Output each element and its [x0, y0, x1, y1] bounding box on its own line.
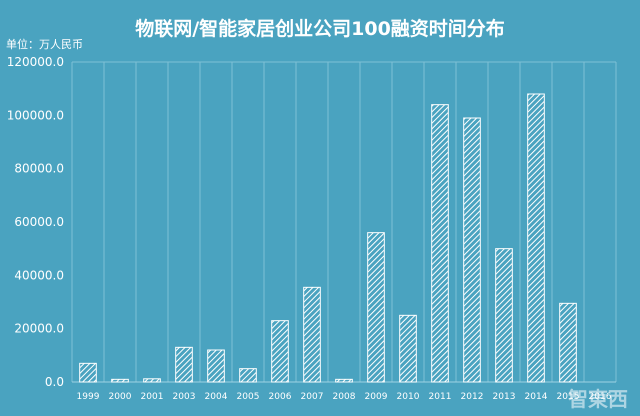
y-tick-label: 0.0 [45, 375, 64, 389]
chart-title: 物联网/智能家居创业公司100融资时间分布 [135, 18, 505, 40]
x-tick-label: 2004 [205, 392, 228, 402]
bar-2006 [271, 320, 289, 383]
bar-2011 [431, 104, 449, 383]
y-tick-label: 100000.0 [7, 108, 64, 122]
x-tick-label: 2000 [109, 392, 132, 402]
bar-2000 [111, 378, 129, 383]
x-tick-label: 2016 [589, 392, 612, 402]
y-tick-label: 20000.0 [14, 322, 64, 336]
unit-label: 单位：万人民币 [6, 38, 83, 51]
bar-2007 [303, 286, 321, 383]
x-tick-label: 2001 [141, 392, 164, 402]
y-tick-label: 120000.0 [7, 55, 64, 69]
x-tick-label: 2009 [365, 392, 388, 402]
y-tick-label: 60000.0 [14, 215, 64, 229]
bar-2005 [239, 368, 257, 383]
bar-1999 [79, 362, 97, 383]
x-tick-label: 2012 [461, 392, 484, 402]
bar-2014 [527, 93, 545, 383]
y-tick-label: 80000.0 [14, 162, 64, 176]
bar-2013 [495, 248, 513, 383]
watermark-logo: 智東西 [568, 387, 628, 411]
x-tick-label: 1999 [77, 392, 100, 402]
x-tick-label: 2005 [237, 392, 260, 402]
x-tick-label: 2015 [557, 392, 580, 402]
bar-2001 [143, 378, 161, 383]
x-tick-label: 2008 [333, 392, 356, 402]
bar-2008 [335, 378, 353, 383]
x-tick-label: 2011 [429, 392, 452, 402]
x-tick-label: 2007 [301, 392, 324, 402]
bar-2010 [399, 314, 417, 383]
bar-2004 [207, 349, 225, 383]
y-tick-label: 40000.0 [14, 268, 64, 282]
bar-2009 [367, 232, 385, 383]
x-tick-label: 2003 [173, 392, 196, 402]
bar-2012 [463, 117, 481, 383]
x-tick-label: 2014 [525, 392, 548, 402]
x-tick-label: 2013 [493, 392, 516, 402]
x-tick-label: 2006 [269, 392, 292, 402]
bar-2015 [559, 302, 577, 383]
x-tick-label: 2010 [397, 392, 420, 402]
bar-2003 [175, 346, 193, 383]
